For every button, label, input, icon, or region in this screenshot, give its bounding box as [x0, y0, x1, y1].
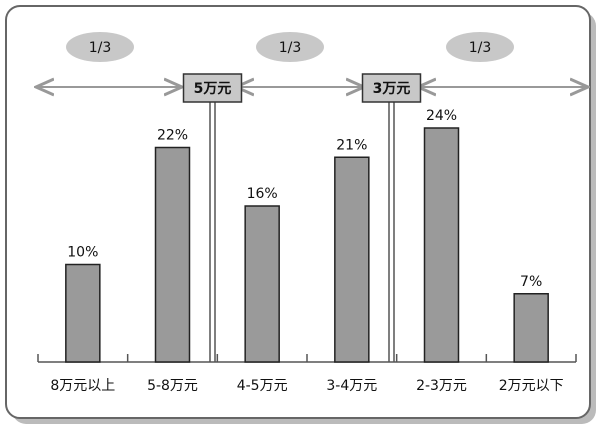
value-label: 22% [157, 128, 188, 144]
bar [154, 146, 191, 363]
x-tick-label: 4-5万元 [237, 378, 288, 394]
value-label: 24% [426, 108, 457, 124]
x-tick-label: 2-3万元 [416, 378, 467, 394]
value-label: 7% [520, 274, 542, 290]
fraction-badge [256, 32, 324, 62]
value-label: 10% [67, 245, 98, 261]
bar [334, 156, 370, 363]
dividers [209, 100, 395, 362]
fraction-label: 1/3 [469, 40, 492, 56]
fraction-label: 1/3 [279, 40, 302, 56]
threshold-label: 5万元 [194, 81, 232, 97]
bar [244, 205, 280, 363]
bar [65, 263, 101, 363]
threshold-box [361, 73, 422, 103]
bar [423, 127, 460, 363]
threshold-box [182, 73, 243, 103]
value-label: 21% [336, 137, 367, 153]
bar [513, 293, 549, 363]
fraction-badge [446, 32, 514, 62]
x-tick-label: 5-8万元 [147, 378, 198, 394]
x-tick-label: 8万元以上 [50, 378, 115, 394]
fraction-badge [66, 32, 134, 62]
x-tick-label: 3-4万元 [326, 378, 377, 394]
x-tick-label: 2万元以下 [499, 378, 564, 394]
threshold-label: 3万元 [373, 81, 411, 97]
fraction-label: 1/3 [89, 40, 112, 56]
value-label: 16% [247, 186, 278, 202]
